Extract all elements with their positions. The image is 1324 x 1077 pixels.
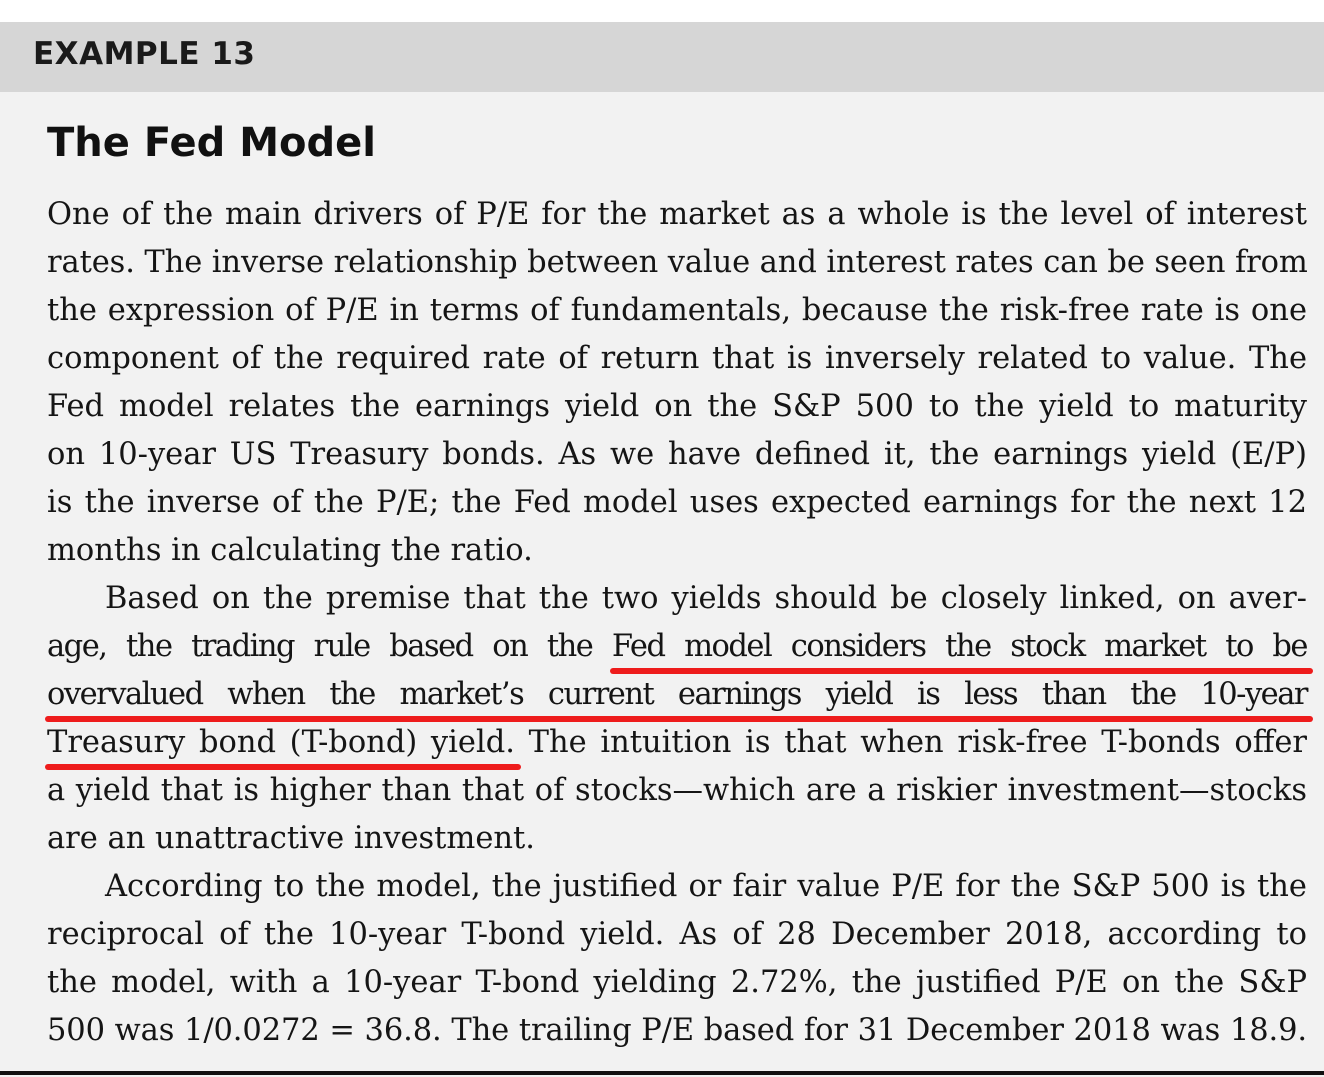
text-line: rates. The inverse relationship between … [47, 245, 1308, 280]
text-line: Fed model relates the earnings yield on … [47, 389, 1307, 424]
paragraph-1: One of the main drivers of P/E for the m… [47, 191, 1308, 575]
text-line: the model, with a 10-year T-bond yieldin… [47, 965, 1307, 1000]
bottom-rule [0, 1071, 1324, 1075]
text-line: months in calculating the ratio. [47, 533, 533, 568]
text-line: the expression of P/E in terms of fundam… [47, 293, 1307, 328]
example-body: One of the main drivers of P/E for the m… [47, 191, 1309, 1055]
underlined-text: Treasury bond (T-bond) yield. [47, 725, 515, 760]
text-line: 500 was 1/0.0272 = 36.8. The trailing P/… [47, 1013, 1307, 1048]
paragraph-2: Based on the premise that the two yields… [47, 575, 1309, 863]
text-line: Treasury bond (T-bond) yield. The intuit… [47, 719, 1307, 767]
text-line: age, the trading rule based on the Fed m… [47, 623, 1309, 671]
text-segment: The intuition is that when risk-free T-b… [514, 725, 1307, 760]
example-title: The Fed Model [47, 120, 376, 166]
example-header: EXAMPLE 13 [0, 22, 1324, 92]
text-segment: age, the trading rule based on the [47, 629, 612, 664]
text-line: overvalued when the market’s current ear… [47, 671, 1309, 719]
text-line: a yield that is higher than that of stoc… [47, 773, 1307, 808]
paragraph-3: According to the model, the justified or… [47, 863, 1307, 1055]
text-line: is the inverse of the P/E; the Fed model… [47, 485, 1307, 520]
text-line: component of the required rate of return… [47, 341, 1307, 376]
underlined-text: overvalued when the market’s current ear… [47, 677, 1309, 712]
text-line: on 10-year US Treasury bonds. As we have… [47, 437, 1307, 472]
text-line: reciprocal of the 10-year T-bond yield. … [47, 917, 1307, 952]
example-label: EXAMPLE 13 [33, 36, 256, 72]
text-line: According to the model, the justified or… [105, 869, 1307, 904]
example-box: EXAMPLE 13 The Fed Model One of the main… [0, 22, 1324, 1077]
underlined-text: Fed model considers the stock market to … [611, 629, 1309, 664]
text-line: Based on the premise that the two yields… [105, 581, 1307, 616]
text-line: are an unattractive investment. [47, 821, 535, 856]
text-line: One of the main drivers of P/E for the m… [47, 197, 1307, 232]
